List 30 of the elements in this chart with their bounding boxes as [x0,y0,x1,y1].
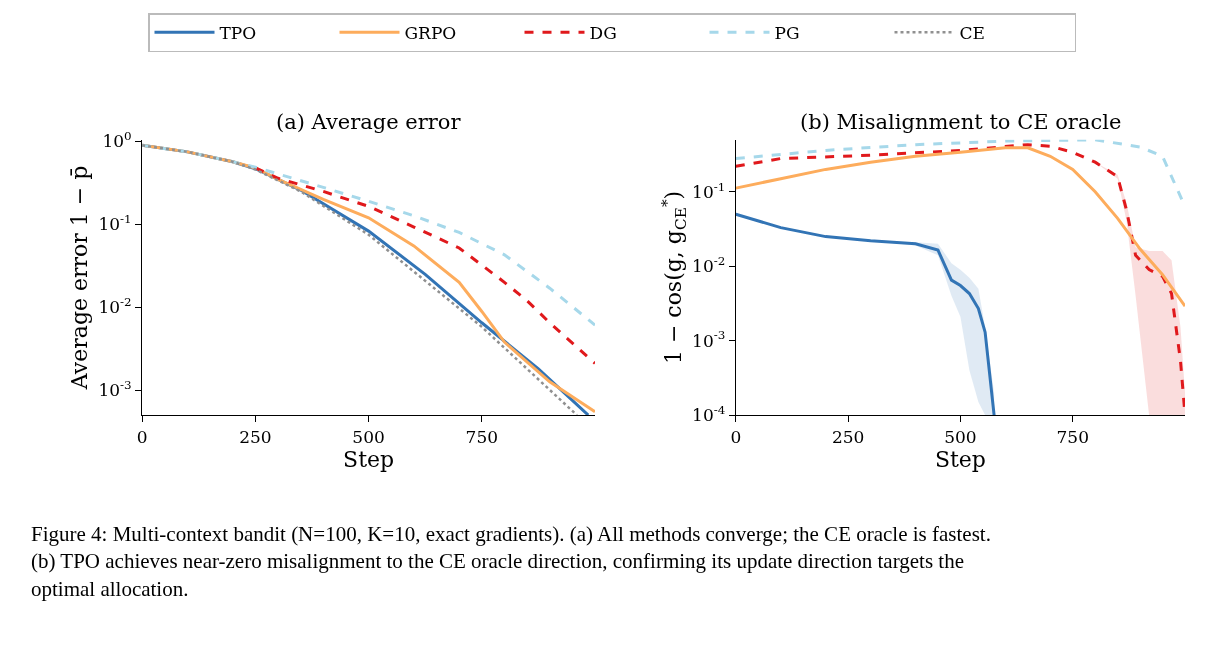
line-series [142,143,595,327]
legend-label: GRPO [404,22,457,43]
legend-label: DG [589,22,617,43]
x-tick-label: 750 [1056,426,1089,447]
line-series [253,166,595,365]
y-tick-label: 10$^{-3}$ [692,328,726,351]
line-series [735,146,1186,308]
x-tick-label: 250 [831,426,865,447]
x-tick-label: 500 [352,426,385,447]
y-tick-label: 10$^{-3}$ [98,377,132,401]
x-axis-title: Step [934,447,986,473]
legend-label: PG [774,22,800,43]
caption: Figure 4: Multi-context bandit (N=100, K=10, exact gradients). (a) All methods converge; the CE oracle is fastest. (b) TPO achieves near-zero misalignment to the CE oracle direction, confirming its update direction targets the optimal allocation. [31,522,991,601]
y-tick-label: 10$^{-4}$ [692,402,726,426]
legend-label: TPO [219,22,257,43]
y-axis-title: Average error 1 − p̄ [67,165,93,391]
y-tick-label: 10$^{-2}$ [98,295,132,318]
chart-title: (b) Misalignment to CE oracle [800,110,1122,134]
legend-label: CE [959,22,985,43]
y-tick-label: 10$^{-1}$ [98,212,132,235]
x-tick-label: 500 [944,426,977,447]
x-tick-label: 250 [239,426,272,447]
x-axis-title: Step [343,447,395,473]
y-tick-label: 10$^{-2}$ [692,254,726,277]
chart-title: (a) Average error [276,110,462,134]
x-tick-label: 750 [465,426,499,447]
y-tick-label: 10$^{0}$ [102,129,132,152]
x-tick-label: 0 [136,426,148,447]
y-tick-label: 10$^{-1}$ [692,179,726,202]
x-tick-label: 0 [730,426,742,447]
